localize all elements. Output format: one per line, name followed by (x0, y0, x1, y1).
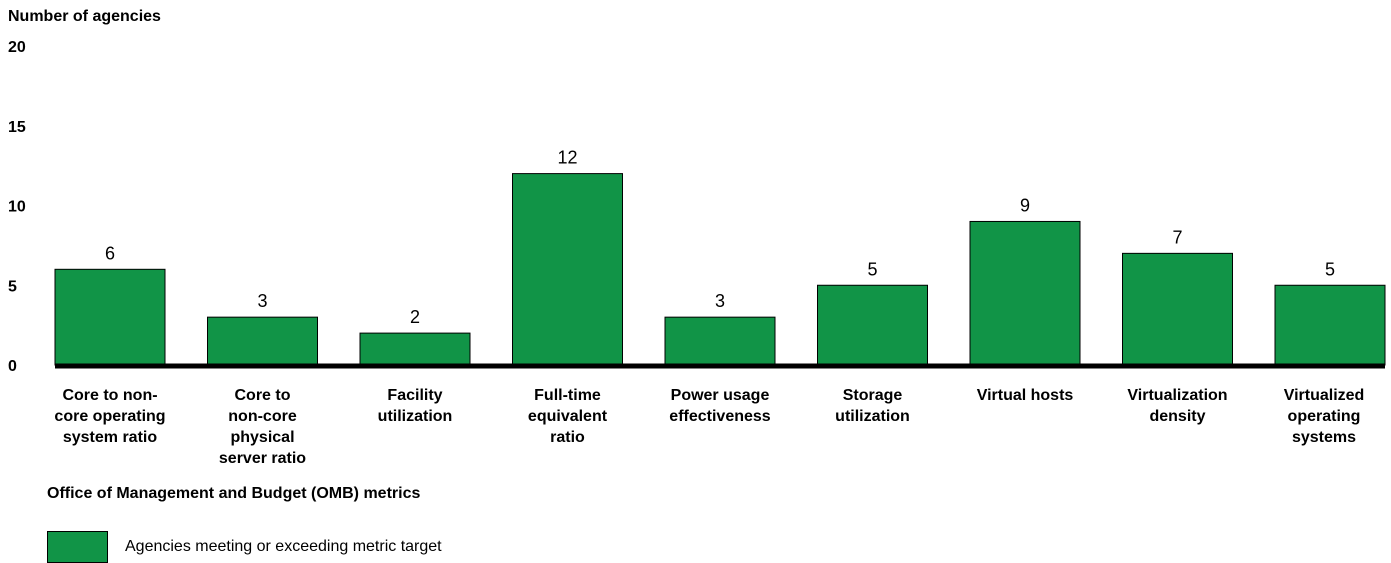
data-label: 7 (1172, 227, 1182, 247)
legend-label: Agencies meeting or exceeding metric tar… (125, 538, 442, 555)
category-label-line: utilization (377, 408, 453, 425)
y-tick-label: 0 (8, 358, 17, 375)
category-label-line: Storage (842, 387, 903, 404)
category-label-line: ratio (550, 429, 585, 446)
data-label: 3 (715, 291, 725, 311)
category-label-line: server ratio (218, 450, 307, 467)
category-label: Storage utilization (808, 385, 938, 427)
category-label-line: non-core (228, 408, 297, 425)
bar (1122, 252, 1233, 366)
category-label-line: Virtualization (1127, 387, 1228, 404)
data-label: 5 (1325, 259, 1335, 279)
category-label-line: system ratio (62, 429, 158, 446)
category-label: Virtual hosts (960, 385, 1090, 406)
bar-chart: 0 5 10 15 20 6 3 2 12 3 5 9 7 5 (8, 39, 1386, 375)
category-label-line: Virtual hosts (976, 387, 1074, 404)
category-label-line: systems (1291, 429, 1357, 446)
category-label: Virtualization density (1113, 385, 1243, 427)
data-label: 2 (410, 307, 420, 327)
category-label-line: Power usage (670, 387, 770, 404)
category-label-line: Core to (234, 387, 291, 404)
bar (359, 332, 471, 366)
category-label: Facility utilization (350, 385, 480, 427)
bar (207, 316, 318, 366)
y-tick-label: 20 (8, 39, 26, 56)
category-label: Core to non-core physical server ratio (198, 385, 328, 469)
category-label: Full-time equivalent ratio (503, 385, 633, 448)
bar (512, 173, 623, 366)
y-tick-label: 10 (8, 199, 26, 216)
category-label-line: Facility (387, 387, 443, 404)
legend-swatch (47, 531, 108, 563)
category-label-line: effectiveness (669, 408, 771, 425)
category-label-line: equivalent (527, 408, 608, 425)
bar (664, 316, 776, 366)
data-label: 3 (257, 291, 267, 311)
category-label: Virtualized operating systems (1259, 385, 1389, 448)
bar (969, 220, 1081, 366)
category-label: Core to non-core operating system ratio (45, 385, 175, 448)
x-axis-title: Office of Management and Budget (OMB) me… (47, 485, 421, 502)
category-label: Power usage effectiveness (655, 385, 785, 427)
y-tick-label: 15 (8, 119, 26, 136)
data-label: 9 (1020, 195, 1030, 215)
data-label: 5 (867, 259, 877, 279)
bar (1274, 284, 1386, 366)
category-label-line: utilization (835, 408, 910, 425)
data-label: 6 (105, 243, 115, 263)
y-tick-label: 5 (8, 278, 17, 295)
bar (54, 268, 166, 366)
data-label: 12 (557, 148, 577, 168)
category-label-line: operating (1287, 408, 1361, 425)
category-label-line: Core to non- (62, 387, 158, 404)
y-axis-title: Number of agencies (8, 8, 161, 25)
category-label-line: Full-time (534, 387, 601, 404)
bar (817, 284, 928, 366)
category-label-line: Virtualized (1283, 387, 1365, 404)
category-label-line: density (1149, 408, 1206, 425)
category-label-line: core operating (54, 408, 166, 425)
category-label-line: physical (230, 429, 295, 446)
